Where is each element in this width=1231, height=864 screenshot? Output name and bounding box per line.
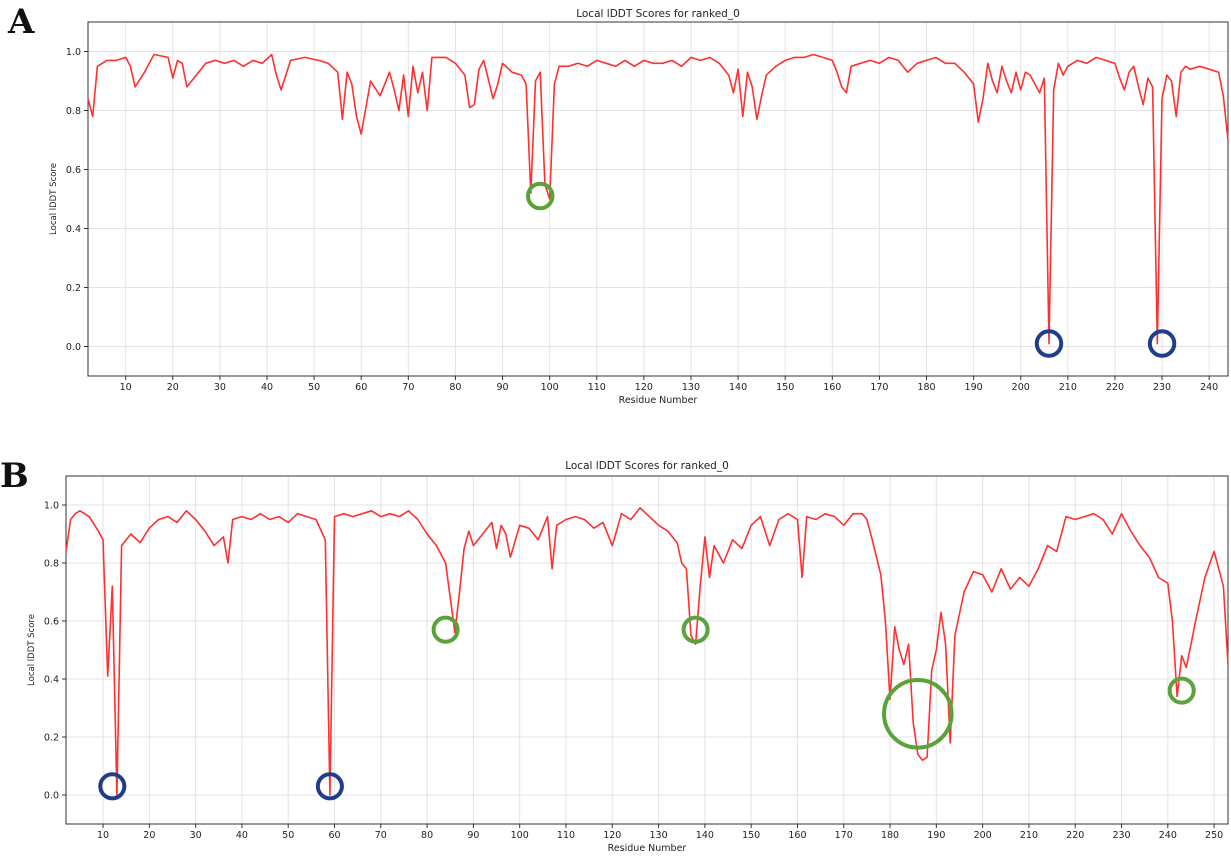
- x-tick-label: 50: [308, 382, 320, 393]
- x-tick-label: 230: [1153, 382, 1171, 393]
- x-tick-label: 180: [881, 830, 899, 841]
- x-tick-label: 140: [696, 830, 714, 841]
- highlight-circle: [882, 678, 954, 750]
- x-tick-label: 160: [788, 830, 806, 841]
- x-tick-label: 30: [214, 382, 226, 393]
- x-axis-label: Residue Number: [608, 843, 687, 854]
- y-tick-label: 0.4: [44, 675, 59, 686]
- x-tick-label: 120: [603, 830, 621, 841]
- x-tick-label: 70: [402, 382, 414, 393]
- lddt-chart-b: 10 20 30 40 50 60 70 80 90 100 110 120 130 140 150 160 1…: [27, 460, 1229, 854]
- x-tick-label: 20: [143, 830, 155, 841]
- x-axis-label: Residue Number: [619, 395, 698, 406]
- x-tick-label: 150: [742, 830, 760, 841]
- y-axis: 0.0 0.2 0.4 0.6 0.8 1.0: [44, 501, 66, 802]
- x-tick-label: 100: [541, 382, 559, 393]
- chart-title: Local lDDT Scores for ranked_0: [576, 8, 740, 20]
- x-tick-label: 130: [650, 830, 668, 841]
- x-tick-label: 40: [261, 382, 273, 393]
- x-tick-label: 80: [449, 382, 461, 393]
- y-axis-label: Local lDDT Score: [49, 163, 59, 235]
- x-tick-label: 170: [870, 382, 888, 393]
- y-tick-label: 0.8: [66, 106, 81, 117]
- highlight-circle: [431, 615, 460, 644]
- plot-frame: [87, 21, 1229, 377]
- x-tick-label: 120: [635, 382, 653, 393]
- x-tick-label: 220: [1066, 830, 1084, 841]
- x-tick-label: 30: [190, 830, 202, 841]
- x-tick-label: 90: [496, 382, 508, 393]
- x-tick-label: 80: [421, 830, 433, 841]
- highlight-circle: [681, 615, 710, 644]
- x-tick-label: 250: [1205, 830, 1223, 841]
- x-tick-label: 140: [729, 382, 747, 393]
- x-tick-label: 10: [120, 382, 132, 393]
- panel-label-b: B: [0, 456, 29, 496]
- panel-b: B 10 20 30 40 50 60 70 80 90 100 110 120 130 140 150 16…: [0, 430, 1231, 860]
- x-tick-label: 200: [974, 830, 992, 841]
- x-tick-label: 70: [375, 830, 387, 841]
- x-tick-label: 40: [236, 830, 248, 841]
- y-tick-label: 0.2: [66, 283, 81, 294]
- x-axis: 10 20 30 40 50 60 70 80 90 100 110 120 130 140 150 160 1…: [97, 824, 1223, 841]
- x-tick-label: 150: [776, 382, 794, 393]
- lddt-chart-a: 10 20 30 40 50 60 70 80 90 100 110 120 130 140 150 160 1…: [49, 8, 1229, 406]
- x-tick-label: 10: [97, 830, 109, 841]
- y-tick-label: 0.6: [66, 165, 81, 176]
- x-tick-label: 20: [167, 382, 179, 393]
- x-tick-label: 160: [823, 382, 841, 393]
- score-line: [87, 53, 1229, 345]
- x-tick-label: 60: [328, 830, 340, 841]
- y-axis-label: Local lDDT Score: [27, 614, 37, 686]
- x-tick-label: 110: [588, 382, 606, 393]
- x-tick-label: 180: [917, 382, 935, 393]
- y-tick-label: 0.0: [44, 791, 59, 802]
- x-tick-label: 190: [927, 830, 945, 841]
- plot-frame: [65, 475, 1229, 825]
- y-tick-label: 0.8: [44, 559, 59, 570]
- highlight-circle: [1034, 329, 1064, 358]
- y-tick-label: 0.2: [44, 733, 59, 744]
- grid-lines: [88, 22, 1228, 376]
- x-tick-label: 50: [282, 830, 294, 841]
- x-tick-label: 190: [965, 382, 983, 393]
- x-tick-label: 100: [511, 830, 529, 841]
- y-tick-label: 1.0: [44, 501, 59, 512]
- y-tick-label: 0.6: [44, 617, 59, 628]
- x-tick-label: 240: [1159, 830, 1177, 841]
- panel-label-a: A: [8, 2, 35, 42]
- score-line: [65, 507, 1229, 796]
- panel-a: A 10 20 30 40 50 60 70 80 90 100 110 120 130 140 150 16…: [0, 0, 1231, 420]
- x-axis: 10 20 30 40 50 60 70 80 90 100 110 120 130 140 150 160 1…: [120, 376, 1218, 393]
- highlight-circle: [525, 181, 555, 211]
- chart-title: Local lDDT Scores for ranked_0: [565, 460, 729, 472]
- x-tick-label: 90: [467, 830, 479, 841]
- x-tick-label: 230: [1112, 830, 1130, 841]
- y-tick-label: 0.0: [66, 342, 81, 353]
- x-tick-label: 220: [1106, 382, 1124, 393]
- x-tick-label: 210: [1059, 382, 1077, 393]
- y-tick-label: 1.0: [66, 47, 81, 58]
- highlight-circle: [1147, 329, 1177, 358]
- x-tick-label: 130: [682, 382, 700, 393]
- highlight-circle: [1167, 676, 1196, 705]
- x-tick-label: 200: [1012, 382, 1030, 393]
- x-tick-label: 240: [1200, 382, 1218, 393]
- x-tick-label: 210: [1020, 830, 1038, 841]
- y-axis: 0.0 0.2 0.4 0.6 0.8 1.0: [66, 47, 88, 353]
- grid-lines: [66, 476, 1228, 824]
- x-tick-label: 60: [355, 382, 367, 393]
- highlight-circle: [315, 772, 344, 801]
- x-tick-label: 110: [557, 830, 575, 841]
- y-tick-label: 0.4: [66, 224, 81, 235]
- x-tick-label: 170: [835, 830, 853, 841]
- highlight-circle: [98, 772, 127, 801]
